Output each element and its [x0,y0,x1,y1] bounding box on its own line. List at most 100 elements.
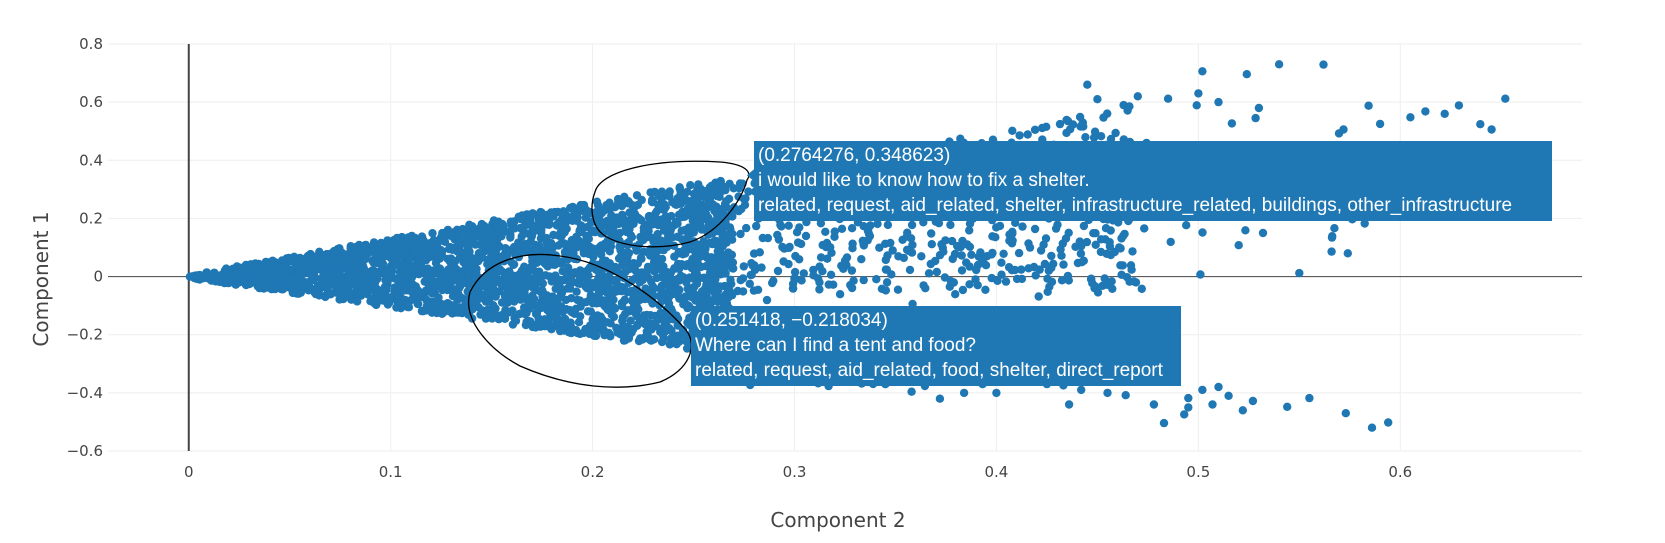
scatter-point[interactable] [957,266,967,275]
scatter-point[interactable] [489,284,498,294]
scatter-point[interactable] [613,231,622,241]
scatter-point[interactable] [745,279,754,288]
scatter-point[interactable] [679,191,689,201]
scatter-point[interactable] [1096,132,1106,141]
scatter-point[interactable] [1098,281,1107,290]
scatter-point[interactable] [882,278,892,287]
scatter-point[interactable] [1005,230,1014,239]
scatter-point[interactable] [227,271,236,280]
scatter-point[interactable] [270,283,279,292]
scatter-point[interactable] [517,309,526,318]
scatter-point[interactable] [675,184,684,193]
scatter-point[interactable] [491,292,500,301]
scatter-point[interactable] [1093,95,1102,104]
scatter-point[interactable] [1274,60,1284,69]
scatter-point[interactable] [1487,125,1496,134]
scatter-point[interactable] [1042,122,1051,131]
scatter-point[interactable] [1034,292,1043,301]
scatter-point[interactable] [617,298,627,308]
scatter-point[interactable] [726,230,736,240]
scatter-point[interactable] [584,234,593,243]
scatter-point[interactable] [835,290,845,299]
scatter-point[interactable] [1163,94,1173,103]
scatter-point[interactable] [505,268,514,277]
scatter-point[interactable] [582,208,591,218]
scatter-point[interactable] [747,259,756,268]
scatter-point[interactable] [816,219,826,228]
scatter-point[interactable] [673,219,682,228]
scatter-point[interactable] [715,192,724,201]
scatter-point[interactable] [1258,228,1268,238]
scatter-point[interactable] [888,246,897,255]
scatter-point[interactable] [753,285,763,294]
scatter-point[interactable] [523,243,532,253]
scatter-point[interactable] [435,264,445,273]
scatter-point[interactable] [1057,276,1067,285]
scatter-point[interactable] [510,313,519,323]
scatter-point[interactable] [972,265,981,275]
scatter-point[interactable] [504,308,513,317]
scatter-point[interactable] [1121,391,1130,400]
scatter-point[interactable] [738,287,748,296]
scatter-point[interactable] [1053,220,1062,229]
scatter-point[interactable] [455,283,464,293]
scatter-point[interactable] [665,324,674,333]
scatter-point[interactable] [1108,284,1117,293]
scatter-point[interactable] [725,223,734,233]
scatter-point[interactable] [686,181,695,190]
scatter-point[interactable] [1182,221,1191,230]
scatter-point[interactable] [872,275,881,284]
scatter-point[interactable] [1008,126,1017,135]
scatter-point[interactable] [1159,418,1169,428]
scatter-point[interactable] [369,241,378,251]
scatter-point[interactable] [321,272,330,281]
scatter-point[interactable] [830,232,839,241]
scatter-point[interactable] [873,219,882,229]
scatter-point[interactable] [739,194,749,204]
scatter-point[interactable] [674,264,684,274]
scatter-point[interactable] [647,325,656,334]
scatter-point[interactable] [587,227,596,237]
scatter-point[interactable] [465,252,474,262]
scatter-point[interactable] [465,220,474,229]
scatter-point[interactable] [399,262,408,272]
scatter-point[interactable] [729,264,738,273]
scatter-point[interactable] [612,219,621,228]
scatter-point[interactable] [536,207,545,217]
scatter-point[interactable] [653,229,662,239]
scatter-point[interactable] [650,284,659,293]
scatter-point[interactable] [443,228,452,237]
scatter-point[interactable] [409,247,419,257]
scatter-point[interactable] [606,225,615,234]
scatter-point[interactable] [1089,133,1099,142]
scatter-point[interactable] [1251,113,1260,123]
scatter-point[interactable] [557,209,567,219]
scatter-point[interactable] [848,244,857,253]
scatter-point[interactable] [549,256,558,266]
scatter-point[interactable] [1454,101,1464,110]
scatter-point[interactable] [1101,224,1111,233]
scatter-point[interactable] [536,287,545,296]
scatter-point[interactable] [540,251,549,260]
scatter-point[interactable] [251,259,260,268]
scatter-point[interactable] [1198,228,1207,237]
scatter-point[interactable] [1047,251,1056,261]
scatter-point[interactable] [1128,247,1137,256]
scatter-point[interactable] [905,265,915,275]
scatter-point[interactable] [995,221,1005,231]
scatter-point[interactable] [1126,261,1136,270]
scatter-point[interactable] [815,262,824,271]
scatter-point[interactable] [644,248,653,257]
scatter-point[interactable] [406,287,416,296]
scatter-point[interactable] [514,238,523,247]
scatter-point[interactable] [436,299,446,308]
scatter-point[interactable] [864,224,873,233]
scatter-point[interactable] [392,303,401,312]
scatter-point[interactable] [454,228,463,237]
scatter-point[interactable] [614,326,624,336]
scatter-point[interactable] [992,388,1001,398]
scatter-point[interactable] [620,215,629,224]
scatter-point[interactable] [671,339,680,348]
scatter-point[interactable] [1100,274,1109,283]
scatter-point[interactable] [953,241,962,251]
